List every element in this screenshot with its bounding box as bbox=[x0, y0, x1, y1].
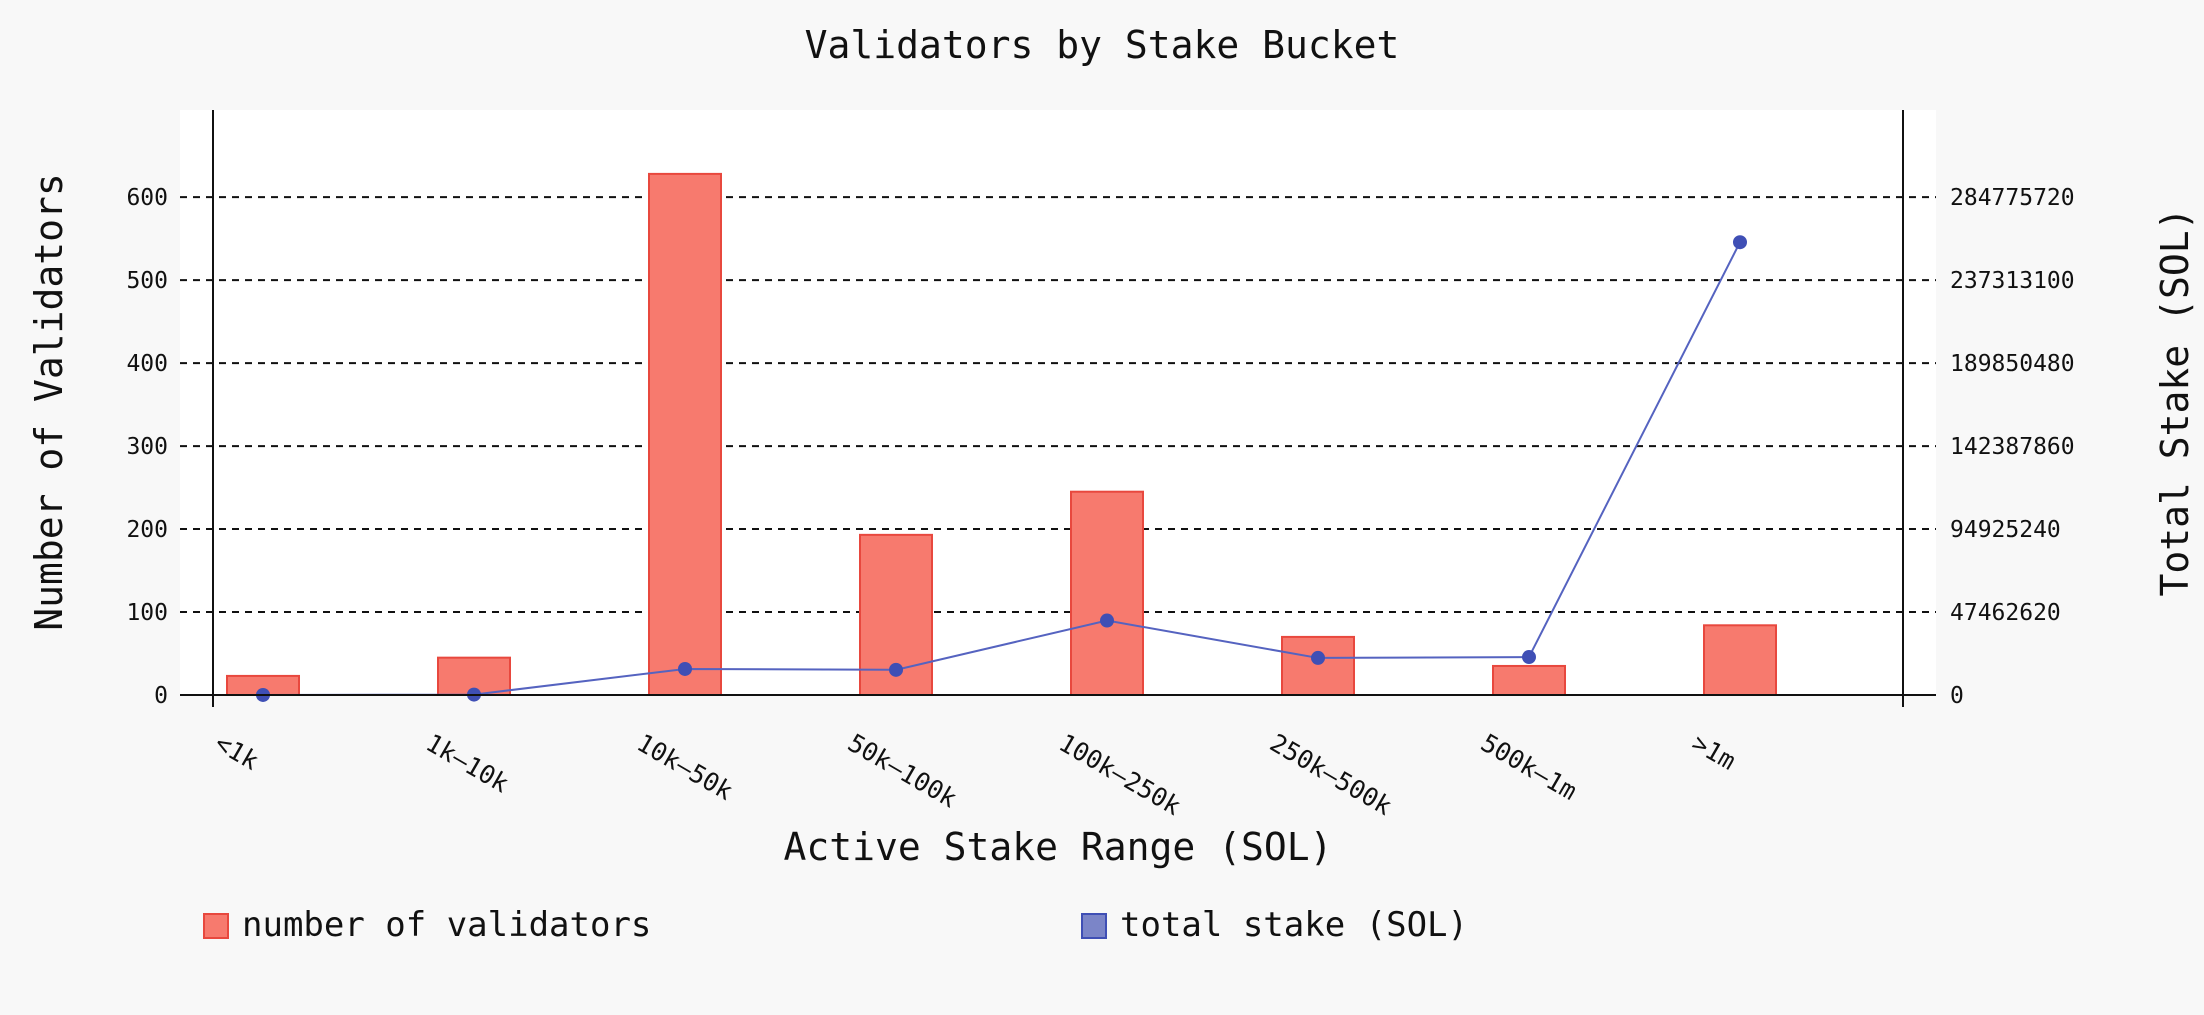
grid-lines bbox=[180, 196, 1936, 614]
y2-tick-label: 47462620 bbox=[1950, 600, 2061, 626]
y2-axis-label: Total Stake (SOL) bbox=[2153, 208, 2197, 597]
y2-tick-label: 142387860 bbox=[1950, 434, 2075, 460]
y2-tick-label: 237313100 bbox=[1950, 268, 2075, 294]
total-stake-point-5 bbox=[1311, 650, 1325, 665]
y-tick-label: 100 bbox=[126, 600, 168, 626]
y2-tick-label: 0 bbox=[1950, 683, 1964, 709]
y2-tick-label: 94925240 bbox=[1950, 517, 2061, 543]
y-tick-label: 300 bbox=[126, 434, 168, 460]
legend-label-validators: number of validators bbox=[242, 905, 651, 945]
legend-label-total-stake: total stake (SOL) bbox=[1120, 905, 1468, 945]
x-tick-label: 50k–100k bbox=[843, 728, 962, 813]
x-tick-label: 10k–50k bbox=[632, 728, 738, 806]
x-tick-label: 250k–500k bbox=[1265, 728, 1397, 821]
y-tick-label: 400 bbox=[126, 351, 168, 377]
bar-7 bbox=[1703, 624, 1777, 696]
legend: number of validators total stake (SOL) bbox=[203, 905, 1468, 945]
legend-swatch-validators bbox=[203, 913, 229, 939]
x-tick-label: 100k–250k bbox=[1054, 728, 1186, 821]
x-tick-label: <1k bbox=[210, 728, 264, 776]
y-axis-label: Number of Validators bbox=[27, 173, 71, 631]
chart-title: Validators by Stake Bucket bbox=[805, 23, 1400, 67]
total-stake-point-7 bbox=[1733, 235, 1747, 250]
y-tick-label: 500 bbox=[126, 268, 168, 294]
line-series bbox=[256, 235, 1747, 702]
x-tick-label: 1k–10k bbox=[421, 728, 514, 798]
y2-tick-label: 189850480 bbox=[1950, 351, 2075, 377]
y-tick-label: 200 bbox=[126, 517, 168, 543]
x-tick-label: 500k–1m bbox=[1476, 728, 1582, 806]
x-tick-label: >1m bbox=[1687, 728, 1741, 776]
bar-4 bbox=[1070, 490, 1144, 696]
plot-area bbox=[180, 110, 1936, 695]
y2-tick-label: 284775720 bbox=[1950, 185, 2075, 211]
total-stake-line bbox=[262, 241, 1741, 696]
bar-2 bbox=[648, 172, 722, 696]
bar-5 bbox=[1281, 635, 1355, 697]
y-tick-label: 0 bbox=[154, 683, 168, 709]
legend-swatch-total-stake bbox=[1081, 913, 1107, 939]
bar-6 bbox=[1492, 664, 1566, 697]
x-axis-label: Active Stake Range (SOL) bbox=[783, 825, 1332, 869]
total-stake-point-6 bbox=[1522, 650, 1536, 665]
axes bbox=[180, 110, 1936, 707]
total-stake-point-2 bbox=[678, 661, 692, 676]
total-stake-point-4 bbox=[1100, 613, 1114, 628]
y-tick-label: 600 bbox=[126, 185, 168, 211]
total-stake-point-3 bbox=[889, 662, 903, 677]
